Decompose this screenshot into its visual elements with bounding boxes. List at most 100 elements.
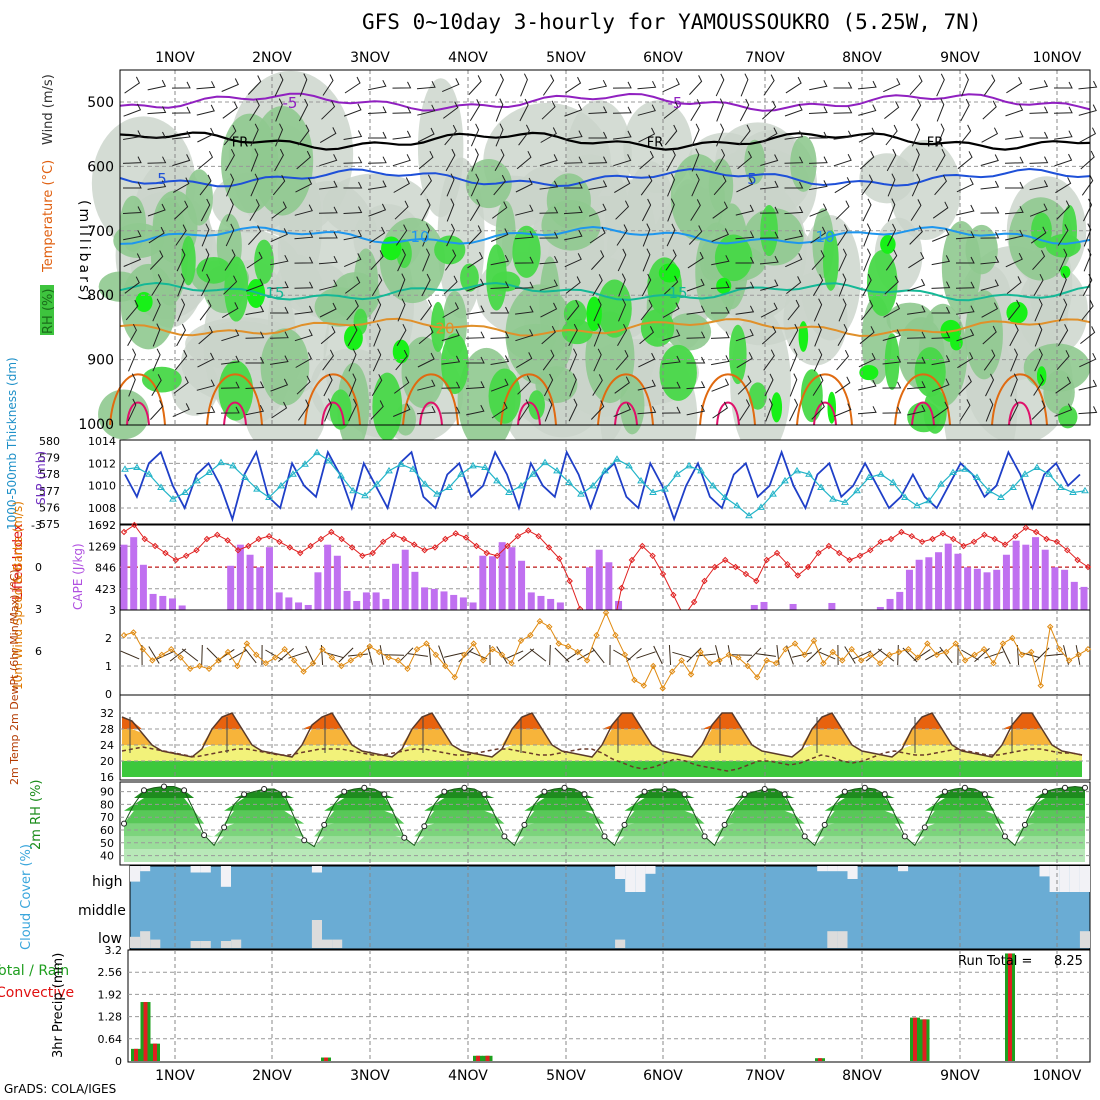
wind-barb xyxy=(298,98,309,122)
wind-barb xyxy=(274,148,284,172)
lifted-marker xyxy=(784,560,791,568)
bottom-date-label: 4NOV xyxy=(448,1068,488,1084)
cape-bar xyxy=(789,603,797,610)
wind10-marker xyxy=(1065,657,1073,664)
lifted-marker xyxy=(929,535,936,543)
wind-barb xyxy=(813,298,823,322)
wind-barb xyxy=(713,174,727,196)
wind-barb xyxy=(467,251,484,269)
wind-barb xyxy=(1030,226,1047,244)
cloud-high-bar xyxy=(1049,866,1060,892)
cloud-axis-label: Cloud Cover (%) xyxy=(19,844,34,950)
wind-barb xyxy=(739,98,750,122)
rh2m-marker xyxy=(261,786,268,792)
wind-barb xyxy=(763,349,775,371)
rh-patch xyxy=(181,235,196,286)
wind-barb xyxy=(786,276,802,294)
wind-barb xyxy=(541,100,556,120)
rh-patch xyxy=(889,139,961,240)
wind-barb xyxy=(588,203,607,217)
wind-barb xyxy=(490,378,509,392)
wind-barb xyxy=(956,305,975,315)
rh-patch xyxy=(353,248,379,319)
wind-barb xyxy=(838,248,847,272)
wind-barb xyxy=(787,299,800,321)
wind-barb xyxy=(344,253,362,268)
wind-barb xyxy=(147,203,166,217)
wind-barb xyxy=(662,302,680,318)
lifted-marker xyxy=(877,538,884,546)
wind-barb xyxy=(466,356,485,364)
wind-barb xyxy=(789,348,798,372)
wind10-marker xyxy=(461,651,468,659)
lifted-marker xyxy=(981,531,988,539)
rh2m-marker xyxy=(1042,788,1048,795)
rh-patch xyxy=(260,328,310,406)
wind-barb xyxy=(959,124,972,146)
thickness-marker xyxy=(169,495,177,502)
wind-barb xyxy=(789,398,799,422)
rh2m-marker xyxy=(721,821,728,828)
cape-bar xyxy=(450,594,458,610)
wind-barb xyxy=(1004,206,1024,215)
wind-barb xyxy=(662,355,681,365)
wind10-marker xyxy=(754,673,761,681)
wind-barb xyxy=(495,98,504,122)
wind-barb xyxy=(151,374,162,396)
lifted-marker xyxy=(224,537,231,544)
temperature-contour xyxy=(796,373,853,426)
thickness-marker xyxy=(589,481,597,489)
wind-barb xyxy=(565,276,581,294)
wind-barb xyxy=(318,255,338,265)
thickness-marker xyxy=(1021,470,1029,477)
wind-barb xyxy=(246,251,263,269)
cape-bar xyxy=(935,552,943,610)
wind-barb xyxy=(712,201,728,219)
wind-barb xyxy=(271,401,288,419)
contour-label: FR xyxy=(927,136,944,151)
rh2m-marker xyxy=(301,837,308,844)
lifted-marker xyxy=(960,542,967,550)
wind-barb xyxy=(981,302,999,318)
wind-barb xyxy=(833,130,853,140)
wind-barb xyxy=(980,206,1000,214)
wind-barb xyxy=(983,349,996,371)
wind10-marker xyxy=(442,662,449,670)
slp-tick-label: 1012 xyxy=(88,457,116,470)
wind-barb xyxy=(858,127,876,143)
lifted-marker xyxy=(639,542,646,550)
wind10-marker xyxy=(149,657,156,664)
thickness-marker xyxy=(529,470,537,477)
wind10-marker xyxy=(725,651,733,659)
rh2m-fill-band xyxy=(124,823,1085,837)
wind-barb xyxy=(226,173,235,197)
precip-tick-label: 0 xyxy=(115,1055,122,1068)
wind-barb xyxy=(665,249,677,271)
wind-barb xyxy=(392,81,412,89)
wind10-barb xyxy=(591,646,605,664)
wind-barb xyxy=(909,75,923,96)
wind10-axis-label: 10m Wind Speed & Barbs (m/s) xyxy=(11,501,25,690)
wind-barb xyxy=(1056,200,1070,220)
wind-barb xyxy=(857,406,877,415)
wind-barb xyxy=(906,331,926,339)
wind10-marker xyxy=(943,648,950,656)
lifted-marker xyxy=(1053,538,1061,546)
wind-barb xyxy=(275,98,283,122)
wind-barb xyxy=(446,198,455,222)
cloud-low-bar xyxy=(130,936,141,948)
rh-patch xyxy=(666,313,712,351)
wind-barb xyxy=(174,349,188,371)
lifted-marker xyxy=(120,528,128,536)
wind-barb xyxy=(393,403,411,417)
wind-barb xyxy=(735,305,755,315)
wind-barb xyxy=(980,255,1000,265)
wind-barb xyxy=(346,299,359,321)
rh2m-marker xyxy=(1082,784,1088,791)
wind10-barb xyxy=(865,648,883,662)
wind10-marker xyxy=(583,657,591,664)
thickness-marker xyxy=(817,483,825,490)
lifted-marker xyxy=(659,570,667,578)
wind-barb xyxy=(515,305,534,315)
lifted-marker xyxy=(918,538,926,546)
